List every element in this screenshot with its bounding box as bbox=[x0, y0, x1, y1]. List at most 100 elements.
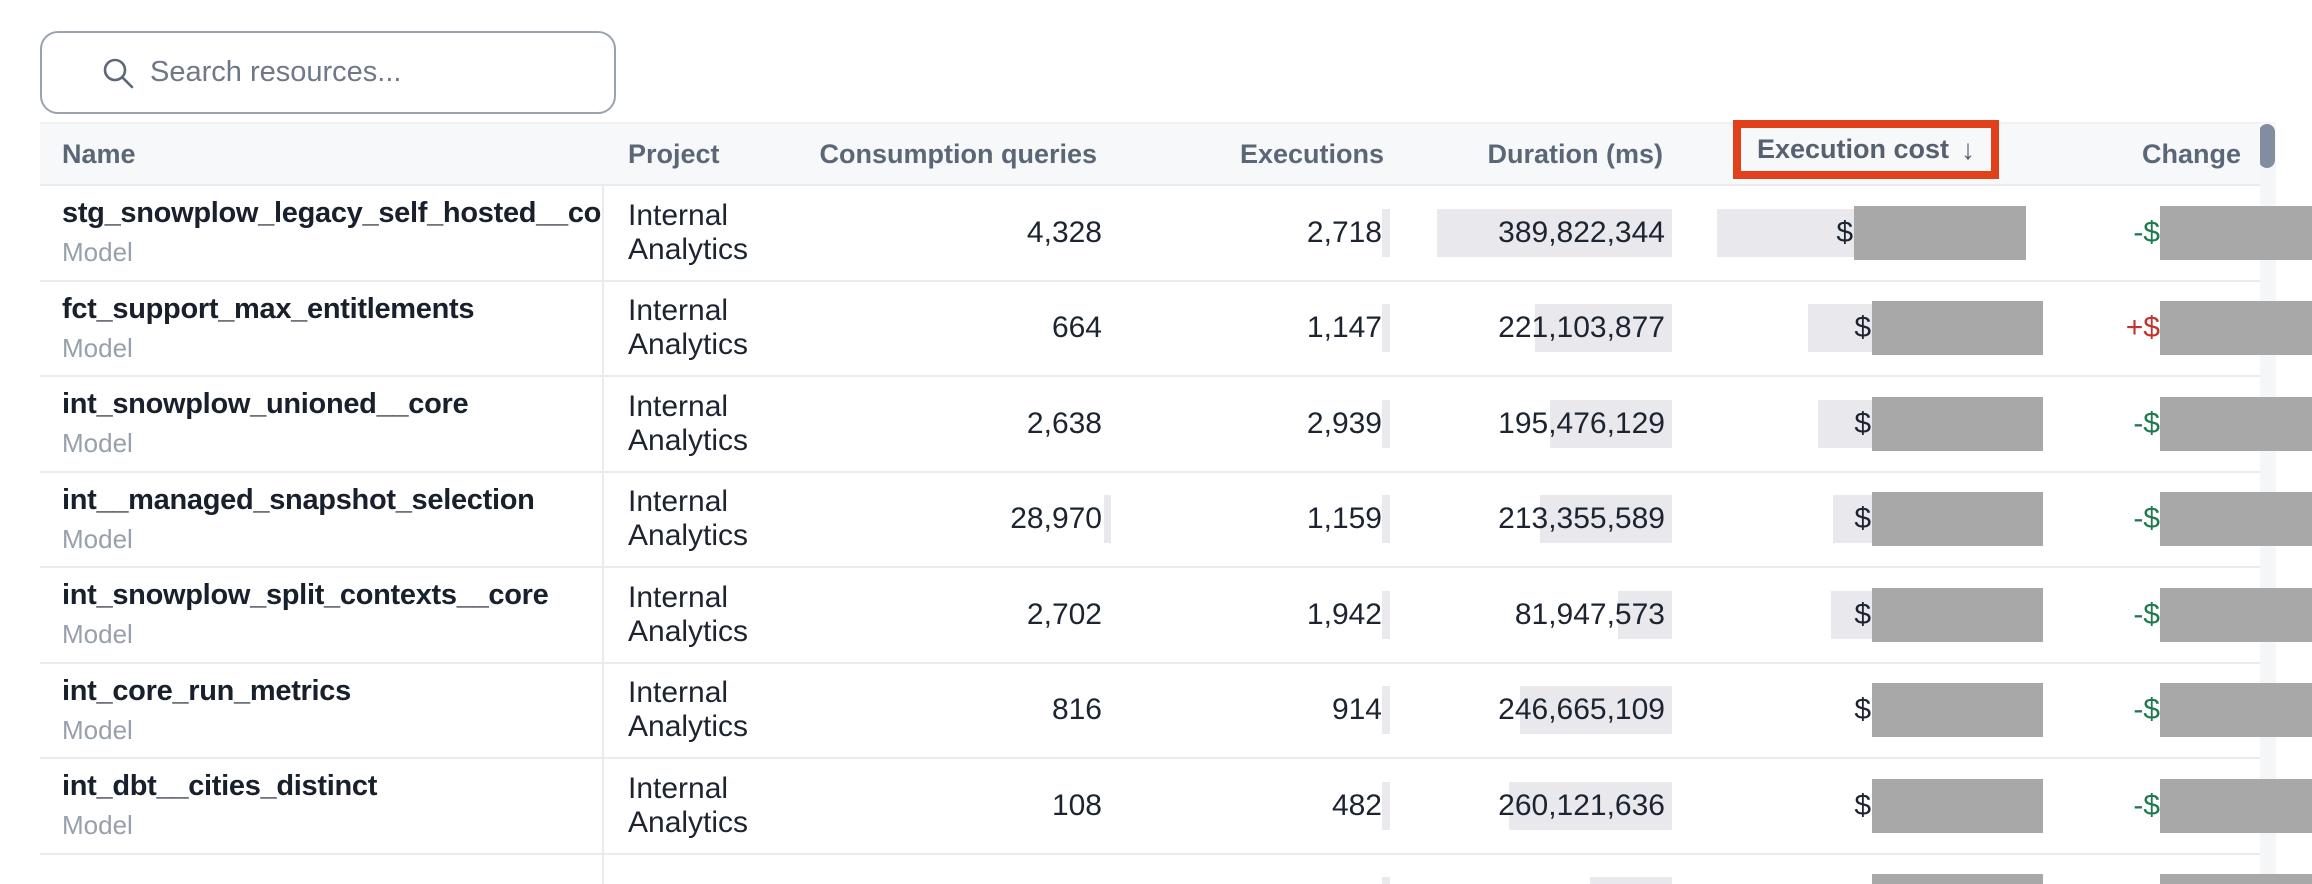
consumption-queries-value: 108 bbox=[1051, 788, 1102, 822]
execution-cost-cell: $ bbox=[1672, 759, 2043, 853]
executions-cell: 1,159 bbox=[1111, 473, 1390, 567]
project-name: Internal Analytics bbox=[628, 485, 749, 553]
name-cell[interactable]: int__managed_snapshot_selection Model bbox=[40, 472, 604, 566]
cost-heat-bar bbox=[1818, 399, 1874, 448]
resource-name[interactable]: int_dbt__cities_distinct bbox=[62, 770, 378, 803]
resource-name[interactable]: fct_dbt_project_activity bbox=[62, 881, 381, 884]
execution-cost-cell: $ bbox=[1672, 473, 2043, 567]
executions-value: 2,939 bbox=[1306, 406, 1382, 440]
column-header-execution-cost[interactable]: Execution cost bbox=[1756, 134, 1950, 164]
change-sign: -$ bbox=[2133, 502, 2160, 536]
resource-name[interactable]: fct_support_max_entitlements bbox=[62, 292, 475, 325]
redacted-value-block bbox=[1872, 396, 2043, 451]
table-row[interactable]: fct_support_max_entitlements Model Inter… bbox=[40, 281, 2312, 377]
scrollbar-thumb[interactable] bbox=[2259, 124, 2275, 168]
resource-name[interactable]: int_core_run_metrics bbox=[62, 674, 351, 707]
name-cell[interactable]: int_snowplow_unioned__core Model bbox=[40, 377, 604, 471]
table-row[interactable]: fct_dbt_project_activity bbox=[40, 854, 2312, 884]
name-cell[interactable]: int_core_run_metrics Model bbox=[40, 663, 604, 757]
name-cell[interactable]: int_dbt__cities_distinct Model bbox=[40, 759, 604, 853]
consumption-queries-value: 816 bbox=[1051, 693, 1102, 727]
executions-heat-bar bbox=[1382, 208, 1390, 257]
name-cell[interactable]: int_snowplow_split_contexts__core Model bbox=[40, 568, 604, 662]
search-box[interactable] bbox=[40, 31, 616, 114]
resource-type: Model bbox=[62, 810, 133, 841]
column-header-duration[interactable]: Duration (ms) bbox=[1487, 138, 1664, 169]
change-cell: +$ bbox=[2043, 282, 2312, 376]
resource-name[interactable]: int_snowplow_unioned__core bbox=[62, 388, 469, 421]
consumption-queries-value: 664 bbox=[1051, 311, 1102, 345]
column-header-executions[interactable]: Executions bbox=[1239, 138, 1384, 169]
resource-type: Model bbox=[62, 523, 133, 554]
consumption-queries-cell: 2,702 bbox=[812, 568, 1111, 662]
change-cell: -$ bbox=[2043, 186, 2312, 280]
duration-heat-bar bbox=[1550, 399, 1672, 448]
execution-cost-cell bbox=[1672, 855, 2043, 884]
consumption-queries-cell: 4,328 bbox=[812, 186, 1111, 280]
table-row[interactable]: stg_snowplow_legacy_self_hosted__cor... … bbox=[40, 186, 2312, 282]
project-cell: Internal Analytics bbox=[604, 282, 812, 376]
duration-heat-bar bbox=[1590, 877, 1672, 884]
name-cell[interactable]: stg_snowplow_legacy_self_hosted__cor... … bbox=[40, 186, 604, 280]
duration-cell: 389,822,344 bbox=[1390, 186, 1672, 280]
table-row[interactable]: int__managed_snapshot_selection Model In… bbox=[40, 472, 2312, 568]
executions-heat-bar bbox=[1382, 304, 1390, 353]
consumption-queries-value: 4,328 bbox=[1026, 215, 1102, 249]
consumption-queries-cell: 816 bbox=[812, 664, 1111, 758]
cost-heat-bar bbox=[1831, 590, 1874, 639]
redacted-value-block bbox=[2160, 492, 2312, 547]
duration-cell: 260,121,636 bbox=[1390, 759, 1672, 853]
consumption-queries-value: 28,970 bbox=[1010, 502, 1102, 536]
executions-cell: 1,147 bbox=[1111, 282, 1390, 376]
duration-value: 213,355,589 bbox=[1498, 502, 1665, 536]
duration-value: 260,121,636 bbox=[1498, 788, 1665, 822]
redacted-value-block bbox=[1872, 587, 2043, 642]
redacted-value-block bbox=[2160, 587, 2312, 642]
execution-cost-cell: $ bbox=[1672, 664, 2043, 758]
resource-name[interactable]: stg_snowplow_legacy_self_hosted__cor... bbox=[62, 197, 604, 230]
table-row[interactable]: int_core_run_metrics Model Internal Anal… bbox=[40, 663, 2312, 759]
search-input[interactable] bbox=[42, 33, 614, 112]
change-cell: -$ bbox=[2043, 568, 2312, 662]
redacted-value-block bbox=[2160, 874, 2312, 884]
cost-currency: $ bbox=[1854, 311, 1871, 345]
resource-name[interactable]: int_snowplow_split_contexts__core bbox=[62, 579, 549, 612]
column-header-name[interactable]: Name bbox=[62, 138, 136, 169]
column-header-consumption-queries[interactable]: Consumption queries bbox=[819, 138, 1097, 169]
table-row[interactable]: int_dbt__cities_distinct Model Internal … bbox=[40, 759, 2312, 855]
redacted-value-block bbox=[1872, 683, 2043, 738]
cost-currency: $ bbox=[1854, 502, 1871, 536]
table-row[interactable]: int_snowplow_split_contexts__core Model … bbox=[40, 568, 2312, 664]
column-header-project[interactable]: Project bbox=[628, 138, 720, 169]
change-sign: -$ bbox=[2133, 788, 2160, 822]
redacted-value-block bbox=[1854, 205, 2026, 260]
duration-cell: 81,947,573 bbox=[1390, 568, 1672, 662]
project-name: Internal Analytics bbox=[628, 389, 749, 457]
project-cell: Internal Analytics bbox=[604, 568, 812, 662]
execution-cost-highlight-box: Execution cost ↓ bbox=[1733, 120, 1999, 179]
executions-heat-bar bbox=[1382, 877, 1390, 884]
name-cell[interactable]: fct_support_max_entitlements Model bbox=[40, 281, 604, 375]
table-row[interactable]: int_snowplow_unioned__core Model Interna… bbox=[40, 377, 2312, 473]
project-cell: Internal Analytics bbox=[604, 473, 812, 567]
name-cell[interactable]: fct_dbt_project_activity bbox=[40, 854, 604, 884]
resource-type: Model bbox=[62, 332, 133, 363]
change-sign: -$ bbox=[2133, 597, 2160, 631]
consumption-queries-cell: 28,970 bbox=[812, 473, 1111, 567]
consumption-queries-value: 2,638 bbox=[1026, 406, 1102, 440]
executions-cell: 2,718 bbox=[1111, 186, 1390, 280]
duration-value: 195,476,129 bbox=[1498, 406, 1665, 440]
executions-heat-bar bbox=[1382, 590, 1390, 639]
resources-table: Name Project Consumption queries Executi… bbox=[40, 122, 2312, 884]
project-name: Internal Analytics bbox=[628, 580, 749, 648]
project-cell: Internal Analytics bbox=[604, 759, 812, 853]
change-cell: -$ bbox=[2043, 759, 2312, 853]
change-sign: -$ bbox=[2133, 406, 2160, 440]
cost-currency: $ bbox=[1854, 788, 1871, 822]
change-cell bbox=[2043, 855, 2312, 884]
duration-cell: 221,103,877 bbox=[1390, 282, 1672, 376]
change-sign: -$ bbox=[2133, 215, 2160, 249]
resource-name[interactable]: int__managed_snapshot_selection bbox=[62, 483, 535, 516]
column-header-change[interactable]: Change bbox=[2141, 138, 2241, 169]
